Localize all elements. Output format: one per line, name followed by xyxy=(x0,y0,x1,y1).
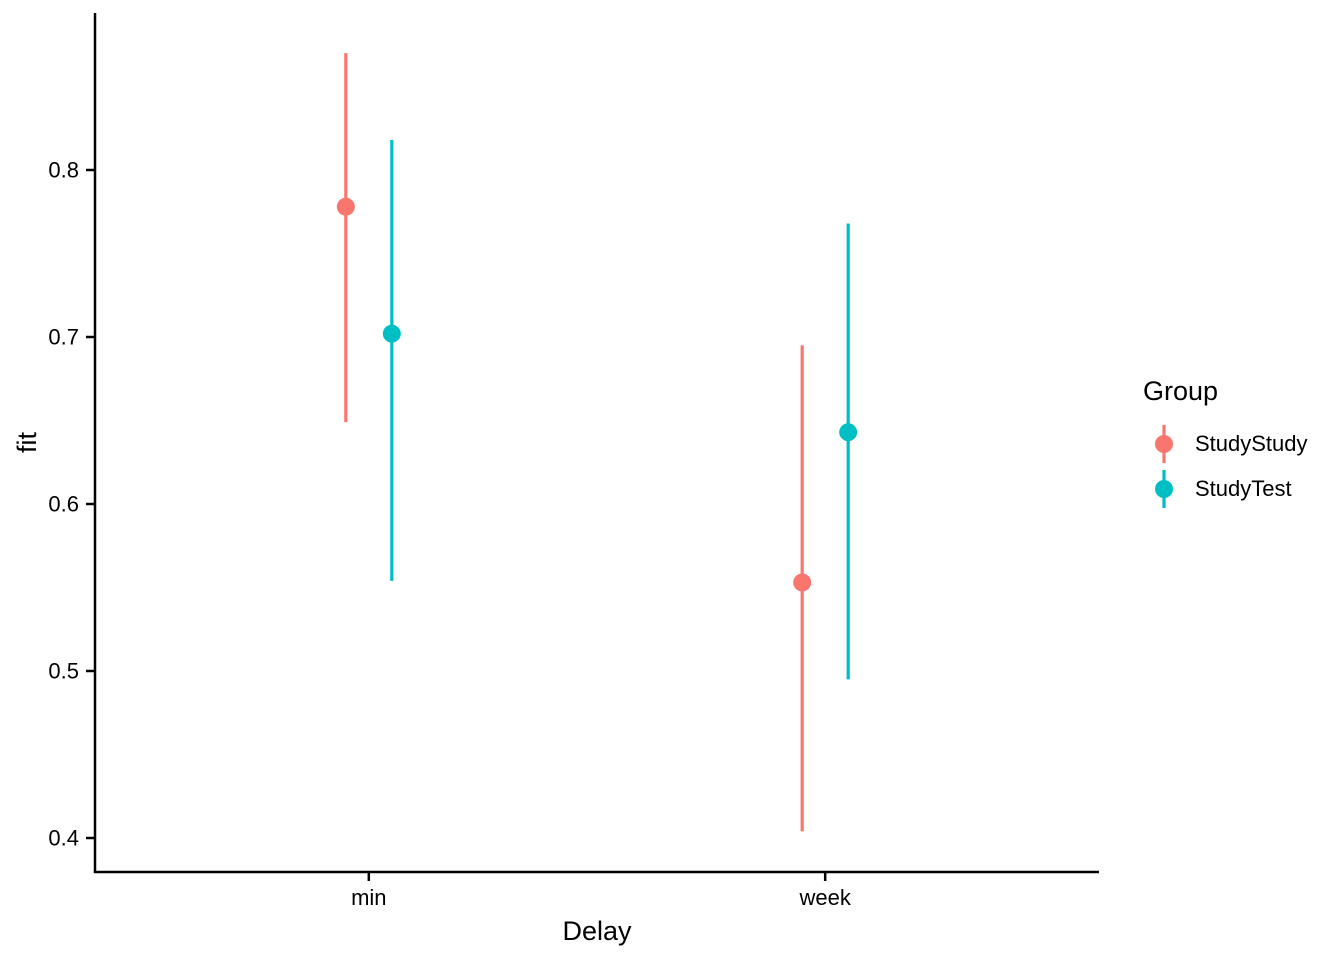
y-tick-label: 0.7 xyxy=(48,324,79,349)
point-week-studytest xyxy=(839,423,858,442)
point-week-studystudy xyxy=(793,573,812,592)
x-tick-label: min xyxy=(351,885,386,910)
legend-entry-studytest: StudyTest xyxy=(1143,466,1308,511)
legend: Group StudyStudy StudyTest xyxy=(1143,376,1308,511)
y-tick-label: 0.4 xyxy=(48,825,79,850)
legend-entry-studystudy: StudyStudy xyxy=(1143,421,1308,466)
point-min-studystudy xyxy=(336,197,355,216)
y-tick-label: 0.6 xyxy=(48,491,79,516)
y-tick-label: 0.8 xyxy=(48,157,79,182)
pointrange-key-icon xyxy=(1155,424,1173,463)
legend-title: Group xyxy=(1143,376,1219,406)
legend-label: StudyStudy xyxy=(1195,430,1308,456)
pointrange-key-icon xyxy=(1155,469,1173,508)
x-axis-title: Delay xyxy=(562,916,632,946)
legend-label: StudyTest xyxy=(1195,475,1292,501)
y-axis-title-text: fit xyxy=(12,431,43,454)
y-axis-title: fit xyxy=(0,13,56,872)
y-tick-label: 0.5 xyxy=(48,658,79,683)
x-tick-label: week xyxy=(799,885,852,910)
point-min-studytest xyxy=(382,324,401,343)
